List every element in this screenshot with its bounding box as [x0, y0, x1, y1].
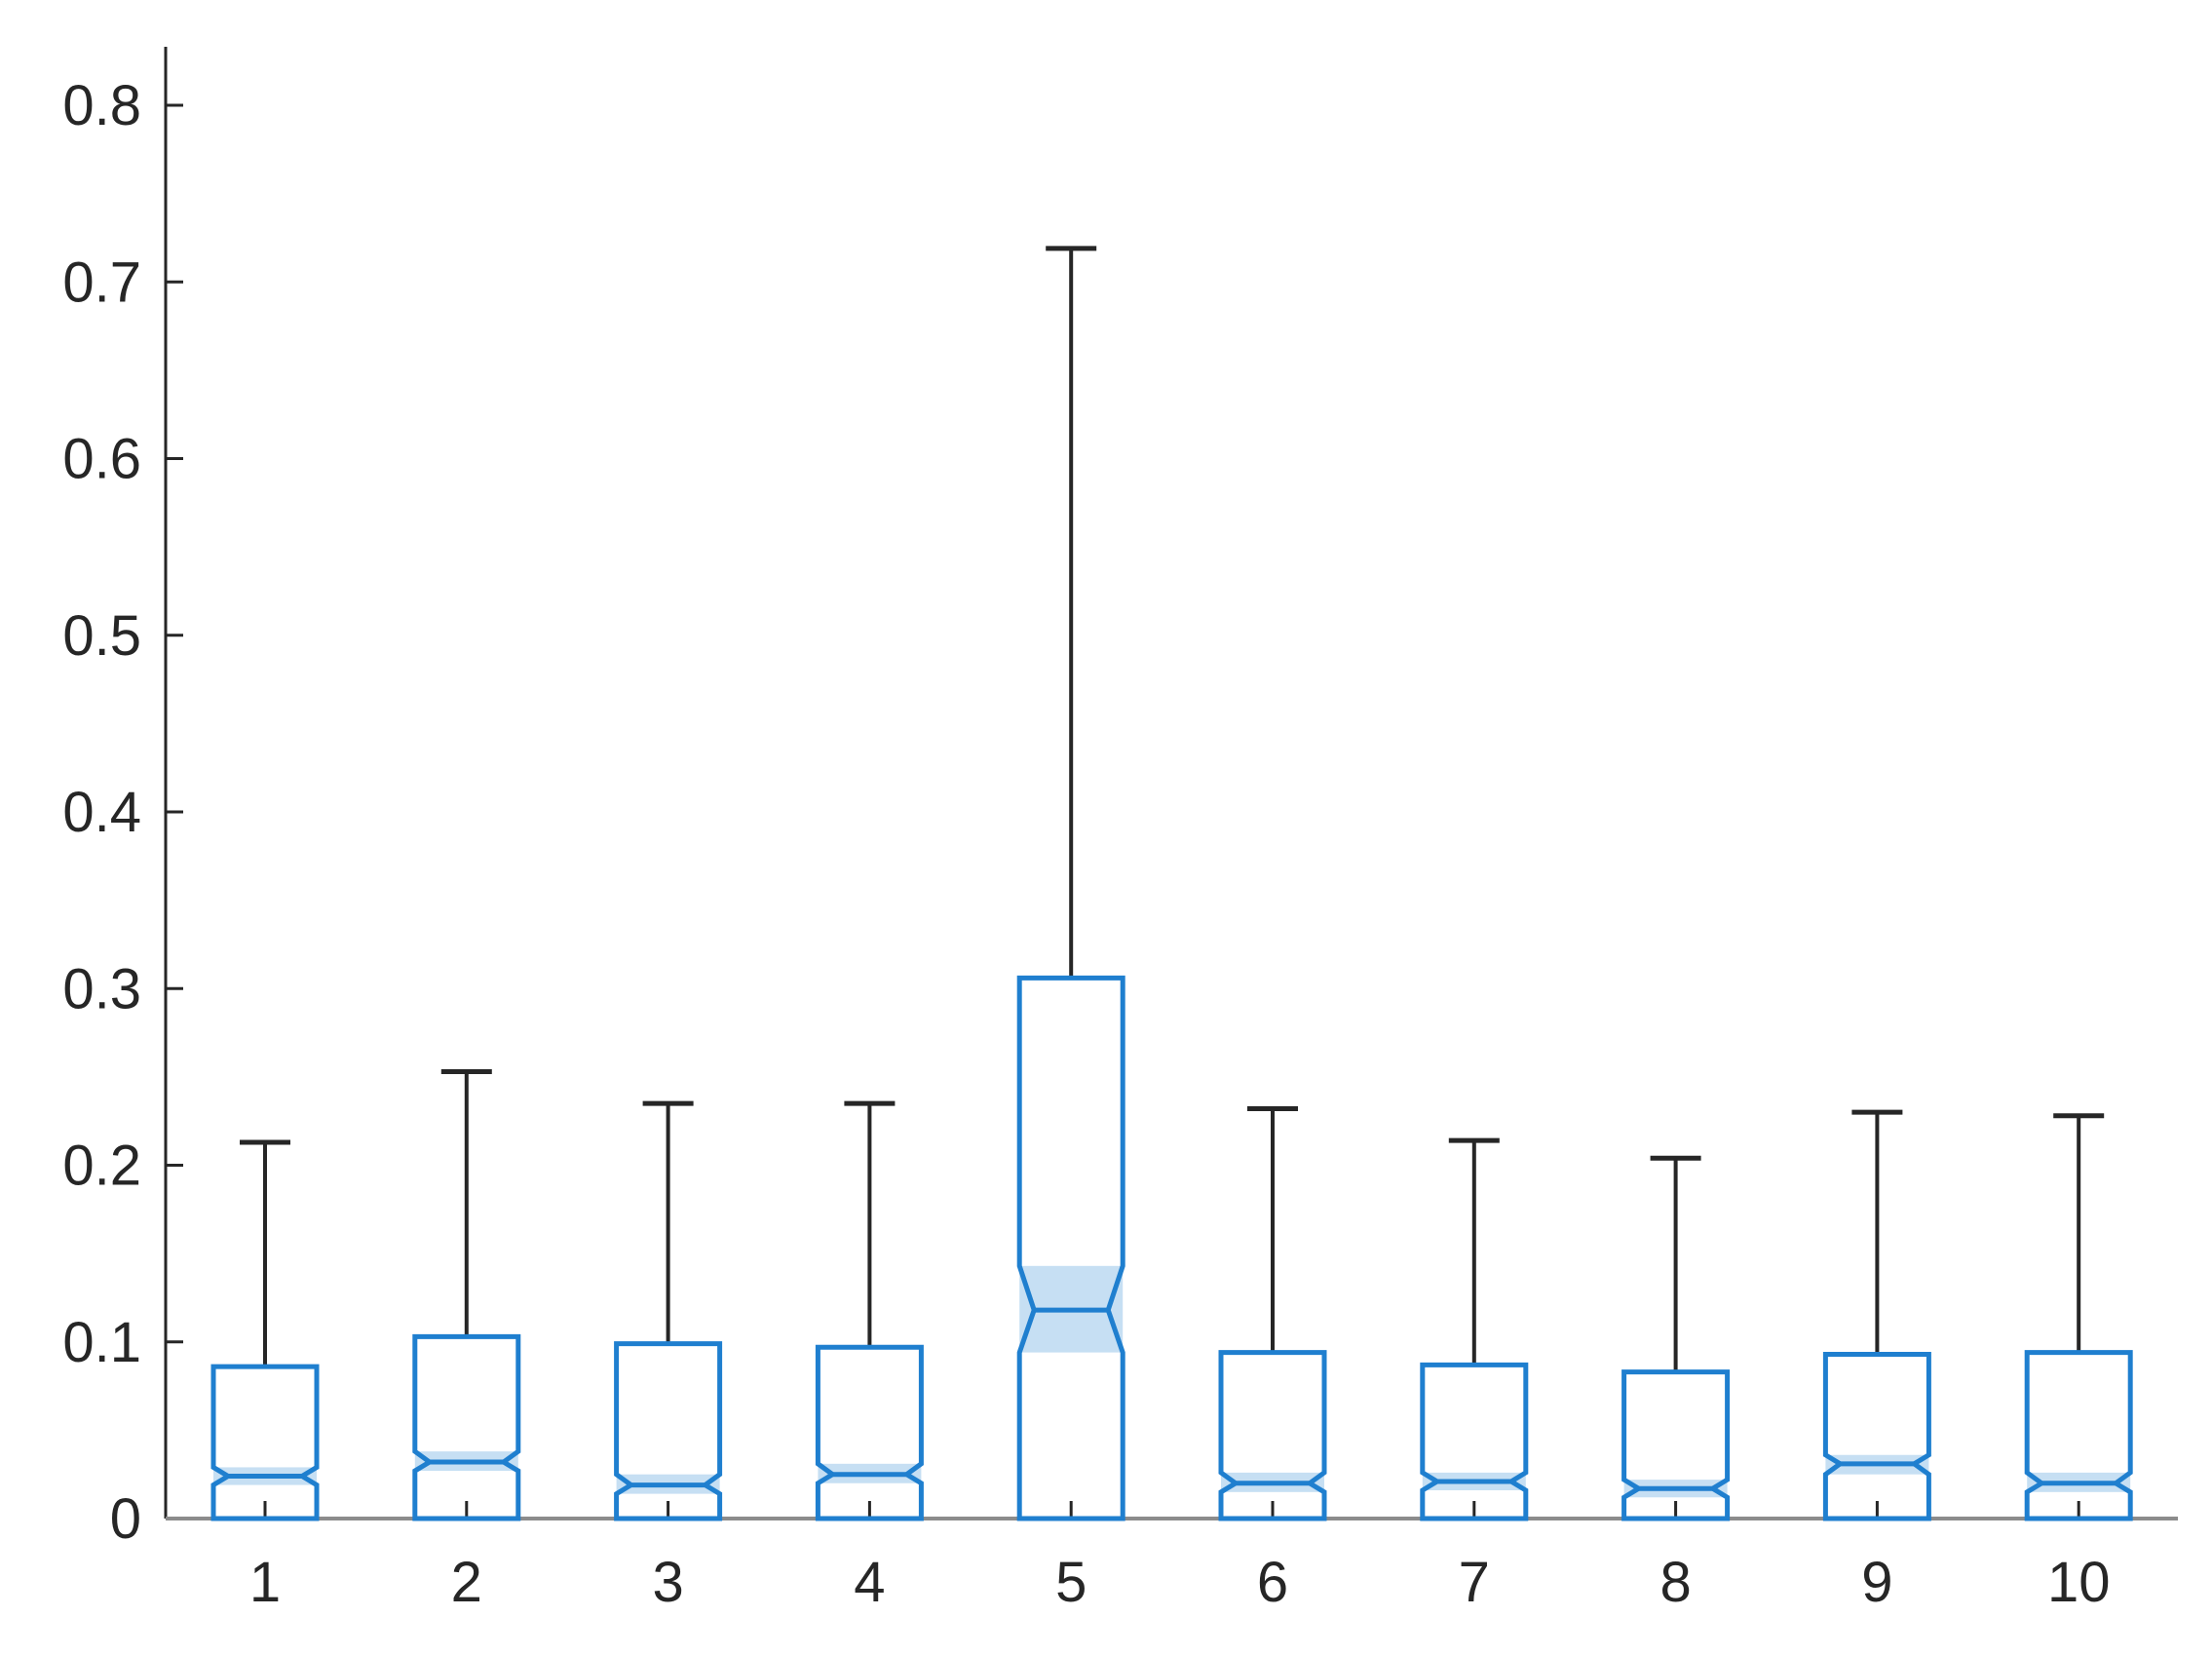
x-tick-label: 10 [2047, 1551, 2111, 1614]
box-plot-series [210, 246, 2133, 1521]
box-9 [1822, 1109, 1931, 1521]
box-outline [1822, 1351, 1931, 1521]
x-tick-label: 1 [249, 1551, 281, 1614]
box-6 [1218, 1106, 1327, 1521]
y-tick-label: 0 [110, 1487, 141, 1551]
box-7 [1420, 1137, 1529, 1521]
box-10 [2024, 1113, 2133, 1521]
y-tick-label: 0.4 [62, 781, 141, 844]
box-outline [1621, 1369, 1731, 1521]
box-outline [1420, 1362, 1529, 1521]
y-tick-label: 0.8 [62, 74, 141, 137]
box-2 [412, 1068, 521, 1521]
box-outline [210, 1364, 320, 1521]
box-outline [412, 1333, 521, 1521]
y-tick-label: 0.3 [62, 957, 141, 1020]
x-tick-label: 3 [652, 1551, 683, 1614]
box-8 [1621, 1155, 1731, 1521]
box-outline [1016, 975, 1125, 1521]
y-tick-label: 0.6 [62, 428, 141, 491]
y-tick-label: 0.7 [62, 250, 141, 314]
box-5 [1016, 246, 1125, 1521]
x-tick-label: 6 [1257, 1551, 1288, 1614]
box-3 [614, 1100, 723, 1521]
y-tick-label: 0.5 [62, 604, 141, 668]
box-outline [1218, 1350, 1327, 1521]
x-tick-label: 9 [1861, 1551, 1892, 1614]
x-tick-label: 8 [1659, 1551, 1691, 1614]
y-tick-label: 0.2 [62, 1135, 141, 1198]
box-outline [2024, 1350, 2133, 1521]
y-tick-label: 0.1 [62, 1311, 141, 1374]
box-1 [210, 1139, 320, 1521]
box-4 [815, 1100, 924, 1521]
x-tick-label: 5 [1055, 1551, 1087, 1614]
x-tick-label: 7 [1459, 1551, 1490, 1614]
box-outline [614, 1341, 723, 1521]
x-tick-label: 2 [451, 1551, 482, 1614]
x-tick-label: 4 [854, 1551, 885, 1614]
y-axis: 0 0.1 0.2 0.3 0.4 0.5 0.6 0.7 0.8 [62, 47, 183, 1551]
box-outline [815, 1344, 924, 1521]
